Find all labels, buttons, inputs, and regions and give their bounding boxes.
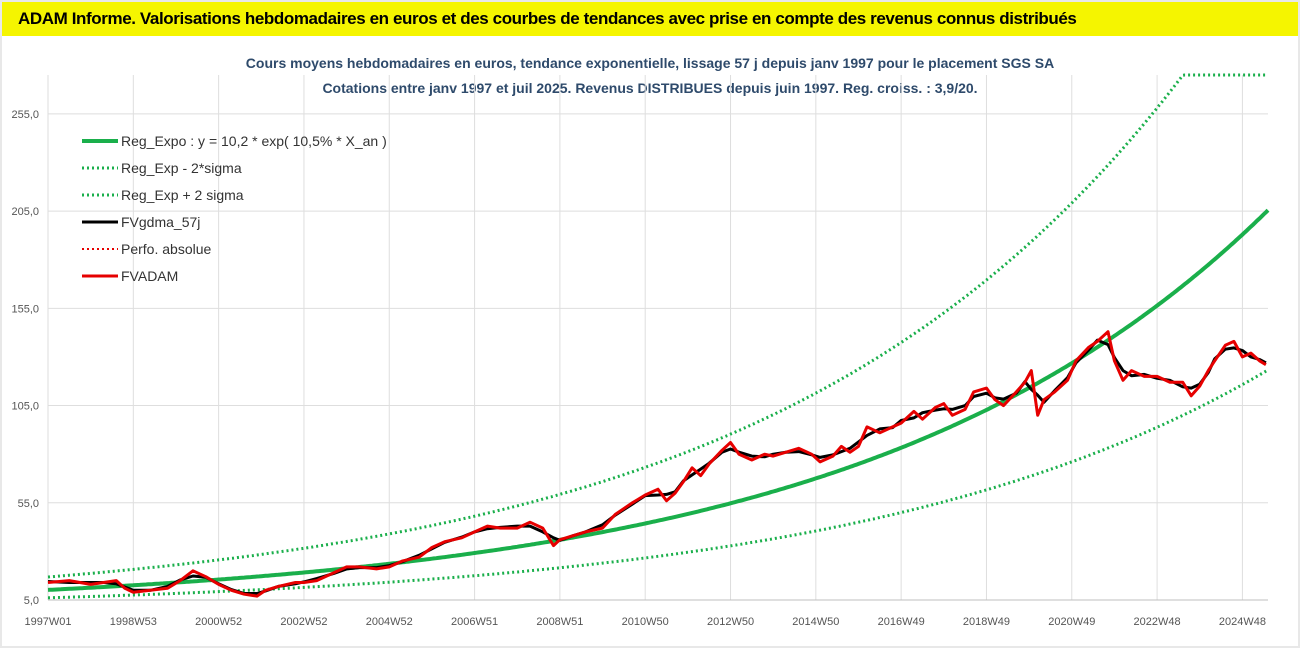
y-tick-label: 105,0 xyxy=(11,401,39,413)
y-tick-label: 55,0 xyxy=(18,498,39,510)
fvadam-line xyxy=(47,330,1267,598)
report-banner: ADAM Informe. Valorisations hebdomadaire… xyxy=(2,2,1298,36)
x-tick-label: 2020W49 xyxy=(1048,616,1095,628)
lower-band-line xyxy=(48,368,1269,600)
y-tick-label: 155,0 xyxy=(11,303,39,315)
y-tick-label: 5,0 xyxy=(24,595,39,607)
y-axis: 5,0 55,0 105,0 155,0 205,0 255,0 xyxy=(11,109,39,607)
x-tick-label: 2010W50 xyxy=(622,616,669,628)
legend: Reg_Expo : y = 10,2 * exp( 10,5% * X_an … xyxy=(82,133,387,284)
legend-label: Perfo. absolue xyxy=(121,241,211,257)
y-tick-label: 255,0 xyxy=(11,109,39,121)
upper-band-line xyxy=(47,73,1268,579)
x-tick-label: 1998W53 xyxy=(110,616,157,628)
legend-label: Reg_Exp + 2 sigma xyxy=(121,187,244,203)
x-tick-label: 2018W49 xyxy=(963,616,1010,628)
plot-area xyxy=(47,73,1270,600)
x-tick-label: 2012W50 xyxy=(707,616,754,628)
chart-title: Cours moyens hebdomadaires en euros, ten… xyxy=(246,55,1054,71)
legend-label: FVADAM xyxy=(121,268,178,284)
x-axis: 1997W01 1998W53 2000W52 2002W52 2004W52 2006W… xyxy=(24,599,1268,628)
regression-line xyxy=(47,208,1270,592)
y-tick-label: 205,0 xyxy=(11,206,39,218)
report-title: ADAM Informe. Valorisations hebdomadaire… xyxy=(18,9,1077,28)
x-tick-label: 2014W50 xyxy=(792,616,839,628)
x-tick-label: 2008W51 xyxy=(536,616,583,628)
x-tick-label: 2006W51 xyxy=(451,616,498,628)
x-tick-label: 1997W01 xyxy=(24,616,71,628)
x-tick-label: 2000W52 xyxy=(195,616,242,628)
legend-label: Reg_Expo : y = 10,2 * exp( 10,5% * X_an … xyxy=(121,133,387,149)
legend-label: Reg_Exp - 2*sigma xyxy=(121,160,242,176)
x-tick-label: 2002W52 xyxy=(280,616,327,628)
grid-lines xyxy=(47,75,1268,601)
legend-label: FVgdma_57j xyxy=(121,214,200,230)
x-tick-label: 2016W49 xyxy=(878,616,925,628)
chart-subtitle: Cotations entre janv 1997 et juil 2025. … xyxy=(322,80,977,96)
x-tick-label: 2022W48 xyxy=(1134,616,1181,628)
x-tick-label: 2024W48 xyxy=(1219,616,1266,628)
x-tick-label: 2004W52 xyxy=(366,616,413,628)
